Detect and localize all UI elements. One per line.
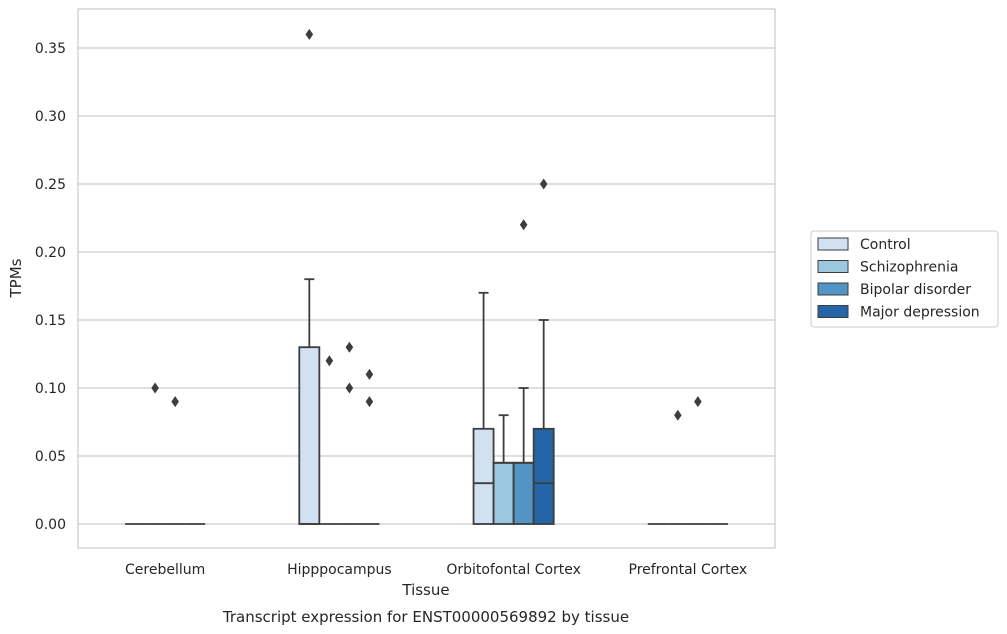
outlier-point [345,341,354,353]
y-tick-label: 0.05 [35,449,66,465]
outlier-point [365,368,374,380]
outlier-point [151,382,159,394]
y-tick-labels: 0.00 0.05 0.10 0.15 0.20 0.25 0.30 0.35 [35,41,66,533]
y-tick-label: 0.15 [35,313,66,329]
x-tick-label: Cerebellum [125,562,205,578]
legend-label: Bipolar disorder [860,282,971,298]
legend-swatch [817,305,849,318]
y-tick-label: 0.35 [35,41,66,57]
legend-label: Schizophrenia [860,260,958,276]
box-1-3 [359,368,380,525]
legend-label: Major depression [860,305,980,321]
legend-frame [810,230,999,328]
outlier-point [694,396,702,408]
box-1-1 [319,355,340,525]
outlier-point [345,382,354,394]
outlier-point [325,355,334,367]
outlier-point [674,409,682,421]
outlier-point [519,219,528,231]
box-groups [125,28,728,525]
box-0-2 [165,396,186,525]
box-1-0 [298,28,321,525]
grid-lines [78,47,775,525]
legend: Control Schizophrenia Bipolar disorder Majo… [810,230,999,328]
box-rect [492,461,515,525]
box-2-1 [492,414,515,525]
x-tick-label: Orbitofontal Cortex [446,562,581,578]
box-1-2 [339,341,360,525]
box-0-1 [145,382,166,525]
outlier-point [171,396,179,408]
legend-label: Control [860,237,911,253]
box-rect [298,346,321,525]
y-tick-label: 0.10 [35,381,66,397]
box-2-0 [472,291,495,525]
outlier-point [305,28,314,40]
y-axis-label: TPMs [7,258,25,298]
outlier-point [539,178,548,190]
x-tick-label: Prefrontal Cortex [629,562,748,578]
x-axis-label: Tissue [401,581,449,599]
plot-area [78,9,775,548]
chart-title: Transcript expression for ENST0000056989… [222,608,629,626]
legend-swatch [817,237,849,251]
box-rect [472,427,495,525]
outlier-point [365,396,374,408]
box-2-3 [532,178,555,525]
legend-swatch [817,282,849,296]
x-tick-labels: Cerebellum Hipppocampus Orbitofontal Corte… [125,562,747,578]
box-3-1 [667,409,688,525]
y-tick-label: 0.20 [35,245,66,261]
x-tick-label: Hipppocampus [287,562,392,578]
plot-frame [77,8,776,549]
legend-swatch [817,260,849,273]
box-rect [532,427,555,525]
box-3-2 [687,396,708,525]
box-rect [512,461,535,525]
y-tick-label: 0.00 [35,517,66,533]
y-tick-label: 0.25 [35,177,66,193]
y-tick-label: 0.30 [35,109,66,125]
